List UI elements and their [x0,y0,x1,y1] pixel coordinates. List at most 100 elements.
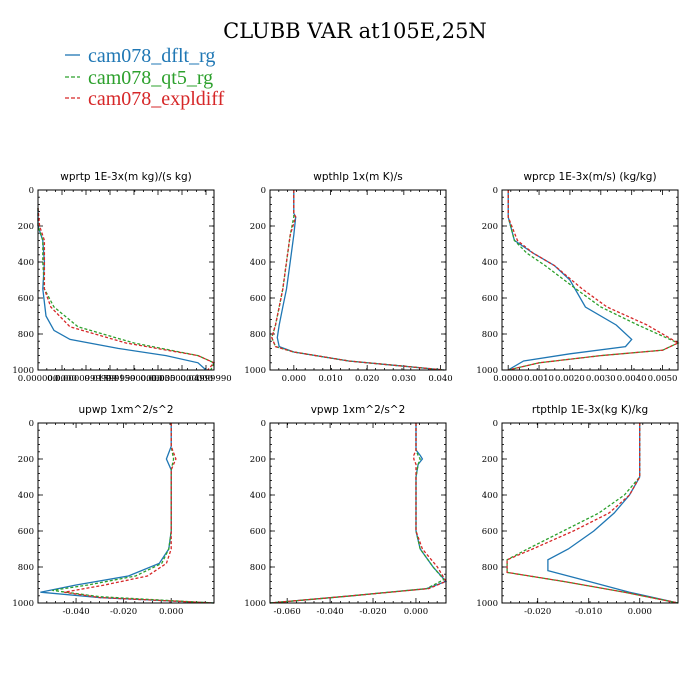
series-line-2 [271,190,445,371]
plot-frame [37,422,215,604]
y-tick-label: 1000 [244,366,266,376]
series-line-2 [507,190,680,371]
x-tick-label: 0.030 [392,374,416,384]
panel-title-4: vpwp 1xm^2/s^2 [311,404,406,416]
y-tick-label: 400 [250,491,266,501]
y-tick-label: 200 [18,222,34,232]
y-tick-label: 200 [18,455,34,465]
y-tick-label: 400 [482,258,498,268]
y-tick-label: 0 [261,186,266,196]
legend-label-0: cam078_dflt_rg [88,45,215,67]
x-tick-label: 0.000 [159,607,183,617]
x-tick-label: 0.015000000 [106,374,163,384]
x-tick-label: 0.0010 [524,374,554,384]
plot-frame [37,189,215,371]
y-tick-label: 800 [482,563,498,573]
y-tick-label: 1000 [476,599,498,609]
x-tick-label: 0.0000 [493,374,523,384]
series-line-2 [37,207,216,371]
y-tick-label: 400 [250,258,266,268]
x-tick-label: 0.000 [404,607,428,617]
y-tick-label: 0 [29,186,34,196]
y-tick-label: 1000 [12,366,34,376]
series-line-1 [269,423,445,604]
figure-title: CLUBB VAR at105E,25N [223,19,487,43]
y-tick-label: 200 [250,222,266,232]
series-line-0 [507,190,633,371]
series-line-0 [276,190,445,371]
y-tick-label: 0 [493,419,498,429]
y-tick-label: 800 [250,563,266,573]
x-tick-label: 0.0030 [586,374,616,384]
x-tick-label: 0.0000999999 [55,374,117,384]
y-tick-label: 200 [250,455,266,465]
panel-title-2: wprcp 1E-3x(m/s) (kg/kg) [523,171,656,183]
x-tick-label: -0.040 [62,607,89,617]
panel-0: wprtp 1E-3x(m kg)/(s kg) 0 200 400 600 800 100… [12,171,231,384]
series-line-2 [64,423,215,604]
panel-title-3: upwp 1xm^2/s^2 [79,404,174,416]
legend-entry-0: cam078_dflt_rg [65,45,215,67]
x-tick-label: -0.020 [110,607,137,617]
x-tick-label: 0.020 [355,374,379,384]
x-tick-label: -0.060 [274,607,301,617]
y-tick-label: 200 [482,222,498,232]
series-line-1 [506,423,679,604]
x-tick-label: 0.000 [628,607,652,617]
x-tick-label: -0.040 [316,607,343,617]
legend-entry-1: cam078_qt5_rg [65,67,213,89]
series-line-0 [37,208,207,371]
series-line-1 [271,190,445,371]
series-line-0 [547,423,679,604]
y-tick-label: 800 [18,563,34,573]
series-line-1 [507,190,680,371]
y-tick-label: 800 [482,330,498,340]
panel-4: vpwp 1xm^2/s^2 0 200 400 600 800 1000 -0.060 -0.… [244,404,448,617]
legend: cam078_dflt_rg cam078_qt5_rg cam078_expl… [65,45,225,110]
x-tick-label: 0.040 [428,374,452,384]
y-tick-label: 400 [482,491,498,501]
x-tick-label: 0.0350000000 [151,374,213,384]
series-line-1 [52,423,215,604]
y-tick-label: 1000 [12,599,34,609]
y-tick-label: 200 [482,455,498,465]
panel-title-1: wpthlp 1x(m K)/s [313,171,403,183]
y-tick-label: 800 [18,330,34,340]
panel-title-0: wprtp 1E-3x(m kg)/(s kg) [60,171,191,183]
y-tick-label: 600 [18,527,34,537]
panel-3: upwp 1xm^2/s^2 0 200 400 600 800 1000 -0.040 -0.… [12,404,215,617]
x-tick-label: -0.020 [359,607,386,617]
series-line-1 [37,208,215,371]
legend-label-1: cam078_qt5_rg [88,67,213,89]
series-line-0 [269,423,448,604]
y-tick-label: 600 [250,527,266,537]
x-tick-label: 0.01599999 [84,374,135,384]
x-tick-label: -0.010 [575,607,602,617]
x-tick-label: 0.0020 [555,374,585,384]
y-tick-label: 600 [18,294,34,304]
legend-entry-2: cam078_expldiff [65,88,225,110]
plot-frame [501,189,679,371]
x-tick-label: 0.010 [318,374,342,384]
x-tick-label: 0.0040 [617,374,647,384]
y-tick-label: 0 [493,186,498,196]
x-tick-label: -0.020 [524,607,551,617]
series-line-2 [506,423,679,604]
x-tick-label: 0.0000 [47,374,77,384]
series-line-2 [269,423,447,604]
x-tick-label: 0.00000 [140,374,175,384]
panel-2: wprcp 1E-3x(m/s) (kg/kg) 0 200 400 600 800 100… [476,171,680,384]
panel-title-5: rtpthlp 1E-3x(kg K)/kg [532,404,648,416]
y-tick-label: 0 [29,419,34,429]
series-line-0 [40,423,215,604]
panel-1: wpthlp 1x(m K)/s 0 200 400 600 800 1000 0.000 0.… [244,171,452,384]
y-tick-label: 600 [482,527,498,537]
y-tick-label: 0 [261,419,266,429]
panel-5: rtpthlp 1E-3x(kg K)/kg 0 200 400 600 800 1000 -… [476,404,679,617]
panel-grid: wprtp 1E-3x(m kg)/(s kg) 0 200 400 600 800 100… [12,171,680,617]
x-tick-label: 0.04999990 [180,374,231,384]
x-tick-label: 0.0050 [648,374,678,384]
x-tick-label: 0.000 [282,374,306,384]
y-tick-label: 400 [18,258,34,268]
